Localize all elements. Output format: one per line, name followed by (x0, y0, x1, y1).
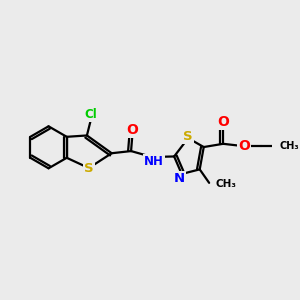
Text: S: S (84, 161, 94, 175)
Text: Cl: Cl (85, 108, 97, 121)
Text: CH₃: CH₃ (215, 179, 236, 189)
Text: O: O (217, 115, 229, 129)
Text: S: S (183, 130, 193, 143)
Text: N: N (174, 172, 185, 185)
Text: O: O (238, 139, 250, 153)
Text: NH: NH (144, 155, 164, 168)
Text: O: O (127, 122, 138, 136)
Text: CH₃: CH₃ (279, 141, 299, 151)
